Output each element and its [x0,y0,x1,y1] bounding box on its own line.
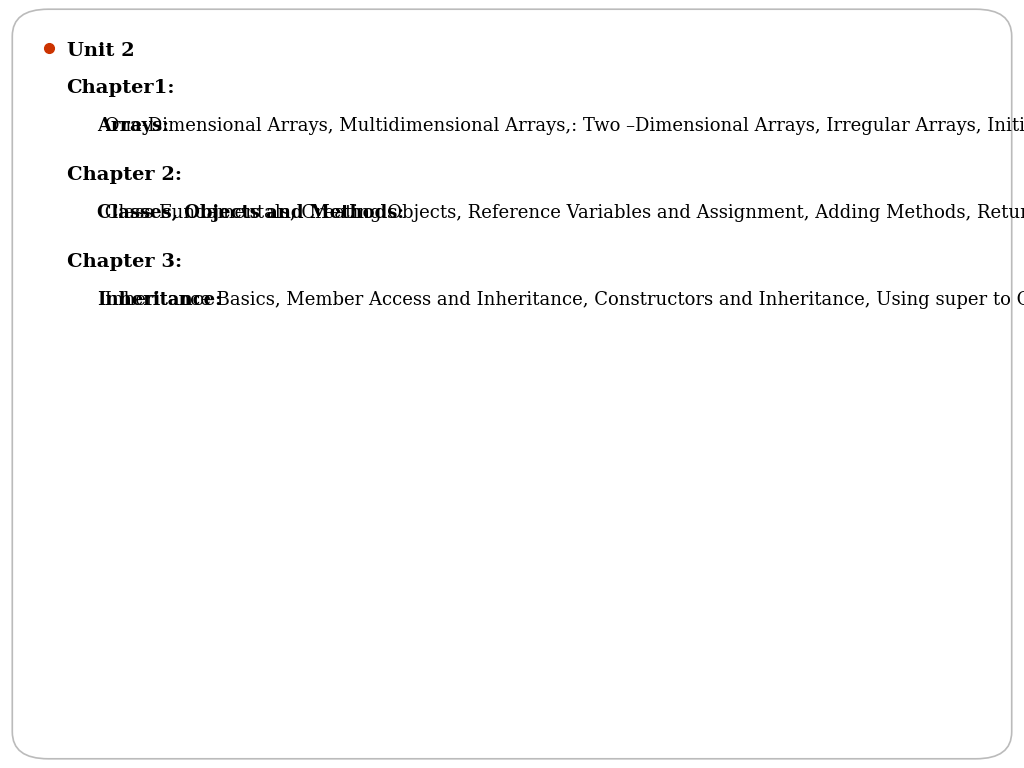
Text: Chapter1:: Chapter1: [67,79,175,97]
Text: Unit 2: Unit 2 [67,42,134,60]
Text: Classes, Objects and Methods:: Classes, Objects and Methods: [97,204,404,222]
FancyBboxPatch shape [12,9,1012,759]
Text: Inheritance:: Inheritance: [97,291,222,309]
Text: Chapter 3:: Chapter 3: [67,253,181,270]
Text: Class Fundamentals, Creating Objects, Reference Variables and Assignment, Adding: Class Fundamentals, Creating Objects, Re… [98,204,1024,222]
Text: One-Dimensional Arrays, Multidimensional Arrays,: Two –Dimensional Arrays, Irreg: One-Dimensional Arrays, Multidimensional… [98,118,1024,135]
Text: Chapter 2:: Chapter 2: [67,166,181,184]
Text: Inheritance Basics, Member Access and Inheritance, Constructors and Inheritance,: Inheritance Basics, Member Access and In… [98,291,1024,309]
Text: Arrays:: Arrays: [97,118,169,135]
